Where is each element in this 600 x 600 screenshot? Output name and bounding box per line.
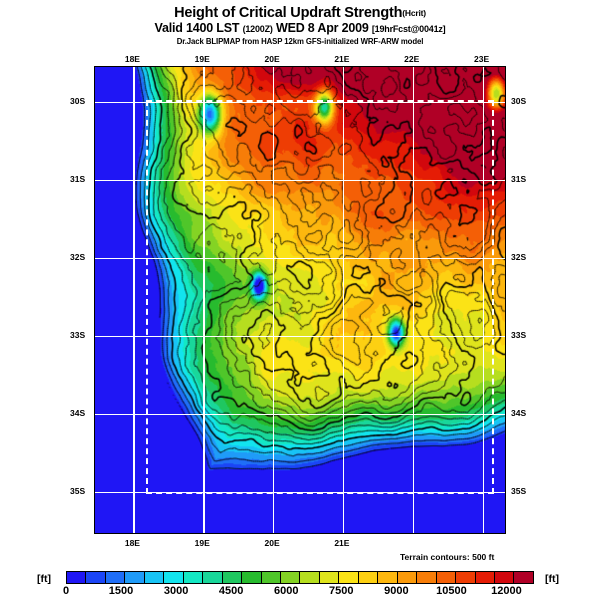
colorbar-swatch: [397, 572, 418, 583]
chart-title-main: Height of Critical Updraft Strength: [174, 5, 403, 21]
axis-tick-lat-left: 30S: [70, 96, 86, 107]
hcrit-heatmap-field: [95, 67, 505, 533]
colorbar-swatch: [222, 572, 243, 583]
gridline-parallel: [95, 258, 505, 260]
axis-tick-lon-top: 21E: [334, 54, 350, 64]
colorbar-swatch: [417, 572, 437, 583]
valid-date-label: WED 8 Apr 2009: [275, 21, 369, 35]
axis-tick-lat-left: 31S: [70, 174, 86, 185]
axis-tick-lat-left: 34S: [70, 408, 86, 419]
gridline-parallel: [95, 414, 505, 416]
axis-tick-lat-right: 34S: [511, 408, 527, 419]
colorbar-swatch: [125, 572, 145, 583]
valid-time-utc: (1200Z): [242, 24, 273, 34]
colorbar-swatch: [280, 572, 301, 583]
colorbar-swatch: [456, 572, 476, 583]
gridline-meridian: [203, 67, 205, 533]
axis-tick-lat-left: 35S: [70, 486, 86, 497]
axis-tick-lat-right: 30S: [511, 96, 527, 107]
colorbar-swatch: [339, 572, 359, 583]
colorbar-tick-label: 0: [62, 585, 70, 597]
colorbar-swatch: [436, 572, 457, 583]
chart-title: Height of Critical Updraft Strength(Hcri…: [0, 6, 600, 21]
colorbar-tick-label: 3000: [163, 585, 189, 597]
colorbar-tick-label: 10500: [436, 585, 467, 597]
colorbar-swatch: [67, 572, 87, 583]
colorbar-swatch: [514, 572, 533, 583]
gridline-meridian: [133, 67, 135, 533]
colorbar-swatch: [319, 572, 340, 583]
colorbar-swatch: [494, 572, 515, 583]
gridline-parallel: [95, 102, 505, 104]
colorbar-swatch: [183, 572, 204, 583]
model-source-label: Dr.Jack BLIPMAP from HASP 12km GFS-initi…: [176, 37, 424, 46]
chart-title-variable: (Hcrit): [402, 8, 426, 18]
axis-tick-lat-left: 33S: [70, 330, 86, 341]
forecast-hour-label: [19hrFcst@0041z]: [371, 24, 446, 34]
map-container: [94, 66, 506, 534]
gridline-parallel: [95, 180, 505, 182]
axis-tick-lon-bottom: 20E: [264, 538, 280, 548]
axis-tick-lat-right: 31S: [511, 174, 527, 185]
axis-tick-lon-bottom: 18E: [124, 538, 140, 548]
colorbar-swatch: [300, 572, 320, 583]
colorbar-swatch: [242, 572, 262, 583]
colorbar-tick-label: 9000: [384, 585, 409, 597]
axis-tick-lon-top: 20E: [264, 54, 280, 64]
title-block: Height of Critical Updraft Strength(Hcri…: [0, 6, 600, 47]
colorbar-tick-label: 1500: [108, 585, 134, 597]
colorbar: [66, 571, 534, 584]
gridline-parallel: [95, 336, 505, 338]
colorbar-swatch: [261, 572, 281, 583]
colorbar-tick-label: 7500: [329, 585, 354, 597]
terrain-contour-note: Terrain contours: 500 ft: [400, 552, 495, 562]
colorbar-swatch: [203, 572, 223, 583]
colorbar-unit-right: [ft]: [545, 573, 559, 585]
axis-tick-lat-right: 33S: [511, 330, 527, 341]
gridline-meridian: [342, 67, 345, 533]
axis-tick-lon-top: 19E: [194, 54, 210, 64]
colorbar-swatch: [358, 572, 379, 583]
map-frame: [94, 66, 506, 534]
axis-tick-lon-top: 23E: [473, 54, 490, 64]
axis-tick-lat-left: 32S: [70, 252, 86, 263]
colorbar-tick-label: 12000: [491, 585, 522, 597]
colorbar-swatch: [105, 572, 126, 583]
colorbar-tick-label: 4500: [218, 585, 244, 597]
colorbar-swatch: [378, 572, 398, 583]
axis-tick-lat-right: 35S: [511, 486, 527, 497]
colorbar-swatch: [475, 572, 495, 583]
gridline-meridian: [482, 67, 484, 533]
axis-tick-lon-bottom: 19E: [194, 538, 210, 548]
colorbar-unit-left: [ft]: [37, 573, 51, 585]
axis-tick-lat-right: 32S: [511, 252, 527, 263]
colorbar-tick-label: 6000: [273, 585, 299, 597]
axis-tick-lon-top: 22E: [404, 54, 420, 64]
colorbar-gradient: [66, 571, 534, 584]
axis-tick-lon-top: 18E: [124, 54, 140, 64]
subdomain-dashed-box: [146, 100, 494, 494]
colorbar-swatch: [144, 572, 165, 583]
valid-time-label: Valid 1400 LST: [154, 21, 240, 35]
gridline-meridian: [273, 67, 275, 533]
colorbar-swatch: [164, 572, 184, 583]
chart-subtitle: Valid 1400 LST (1200Z) WED 8 Apr 2009 [1…: [0, 21, 600, 36]
axis-tick-lon-bottom: 21E: [334, 538, 350, 548]
colorbar-swatch: [86, 572, 106, 583]
gridline-meridian: [412, 67, 415, 533]
